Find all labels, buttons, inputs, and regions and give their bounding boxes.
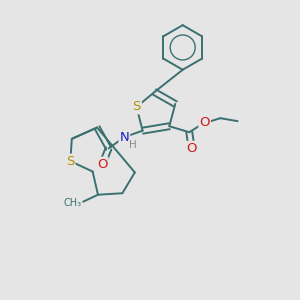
Text: O: O bbox=[97, 158, 107, 171]
Text: O: O bbox=[186, 142, 197, 155]
Text: O: O bbox=[199, 116, 210, 129]
Text: H: H bbox=[129, 140, 136, 150]
Text: N: N bbox=[119, 130, 129, 144]
Text: S: S bbox=[66, 154, 74, 168]
Text: S: S bbox=[132, 100, 141, 113]
Text: CH₃: CH₃ bbox=[64, 198, 82, 208]
